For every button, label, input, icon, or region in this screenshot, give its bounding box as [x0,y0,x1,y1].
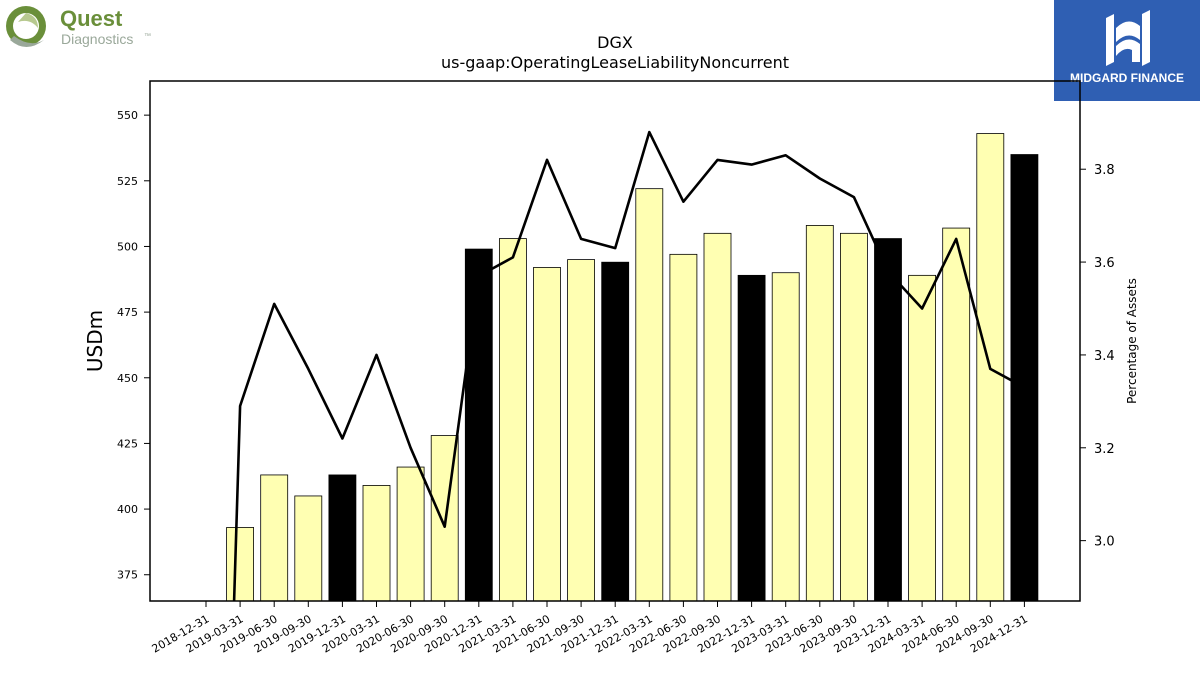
bar-series [226,133,1039,602]
y-left-tick-label: 450 [117,372,138,385]
bar-2020-12-31 [464,248,493,602]
bar-2021-06-30 [533,267,561,602]
x-axis: 2018-12-312019-03-312019-06-302019-09-30… [150,601,1030,656]
bar-2022-06-30 [669,253,698,602]
chart-title: DGX [597,33,633,52]
chart-subtitle: us-gaap:OperatingLeaseLiabilityNoncurren… [441,53,789,72]
quest-logo-line1: Quest [60,6,123,31]
bar-2021-03-31 [498,238,527,602]
bar-2023-12-31 [874,238,902,602]
bar-2024-06-30 [942,227,971,602]
y-axis-left: 375 400 425 450 475 500 525 550 [117,109,150,582]
percentage-line [232,130,1026,602]
y-left-tick-label: 475 [117,306,138,319]
bar-2024-12-31 [1010,154,1039,602]
y-axis-right-label: Percentage of Assets [1125,278,1139,404]
midgard-logo-mark-icon: MIDGARD FINANCE [1070,10,1184,85]
bar-2023-06-30 [805,225,834,602]
quest-diagnostics-logo: Quest Diagnostics ™ [4,4,164,52]
y-right-tick-label: 3.6 [1094,256,1115,271]
bar-2019-03-31 [226,527,255,602]
bar-2022-09-30 [703,232,732,602]
y-left-tick-label: 400 [117,503,138,516]
quest-logo-tm: ™ [144,33,151,40]
bar-2019-09-30 [294,495,323,602]
bar-2021-09-30 [567,259,595,602]
bar-2020-06-30 [396,466,425,602]
bar-2019-12-31 [328,474,357,602]
y-right-tick-label: 3.8 [1094,163,1115,178]
y-left-tick-label: 550 [117,109,138,122]
y-left-tick-label: 425 [117,437,138,450]
y-left-tick-label: 375 [117,569,138,582]
y-axis-right: 3.0 3.2 3.4 3.6 3.8 [1080,163,1115,550]
bar-2023-09-30 [840,232,868,602]
quest-logo-line2: Diagnostics [61,31,133,47]
y-right-tick-label: 3.2 [1094,442,1115,457]
line-series [232,130,1026,602]
bar-2021-12-31 [601,261,630,602]
y-right-tick-label: 3.4 [1094,349,1115,364]
y-left-tick-label: 525 [117,175,138,188]
y-right-tick-label: 3.0 [1094,535,1115,550]
bar-2022-03-31 [635,188,664,602]
bar-2020-03-31 [362,485,391,602]
quest-logo-mark-icon: Quest Diagnostics ™ [6,6,151,47]
y-left-tick-label: 500 [117,240,138,253]
midgard-finance-logo: MIDGARD FINANCE [1054,0,1200,101]
midgard-logo-text: MIDGARD FINANCE [1070,71,1184,85]
bar-2023-03-31 [771,272,800,602]
bar-2019-06-30 [260,474,289,602]
y-axis-left-label: USDm [83,310,107,372]
bar-2022-12-31 [737,274,766,602]
bar-2024-03-31 [908,274,936,602]
